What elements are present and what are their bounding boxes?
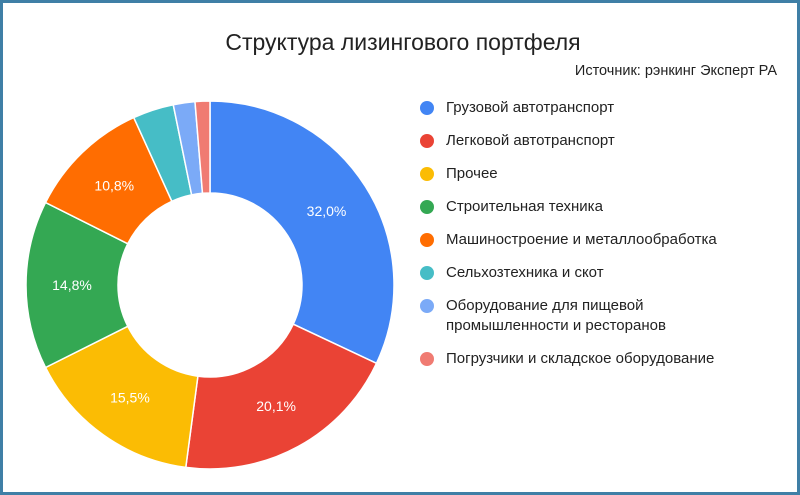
legend-label-7: Погрузчики и складское оборудование (446, 350, 715, 367)
slice-7 (194, 100, 211, 195)
slice-label-4: 10,8% (94, 178, 134, 194)
legend-label-5: Сельхозтехника и скот (446, 264, 604, 281)
legend-item-4: Машиностроение и металлообработка (420, 230, 790, 250)
legend-swatch-5 (420, 266, 434, 280)
legend-swatch-0 (420, 101, 434, 115)
chart-legend: Грузовой автотранспорт Легковой автотранс… (420, 98, 790, 382)
legend-label-3: Строительная техника (446, 198, 603, 215)
legend-item-1: Легковой автотранспорт (420, 131, 790, 151)
slice-0 (209, 100, 395, 365)
legend-item-0: Грузовой автотранспорт (420, 98, 790, 118)
legend-label-6: Оборудование для пищевой промышленности … (446, 297, 666, 334)
legend-swatch-4 (420, 233, 434, 247)
slice-label-1: 20,1% (256, 398, 296, 414)
legend-swatch-1 (420, 134, 434, 148)
legend-label-0: Грузовой автотранспорт (446, 99, 615, 116)
slice-3 (25, 201, 129, 369)
legend-label-1: Легковой автотранспорт (446, 132, 615, 149)
legend-label-2: Прочее (446, 165, 498, 182)
chart-title: Структура лизингового портфеля (225, 29, 581, 55)
legend-item-3: Строительная техника (420, 197, 790, 217)
legend-item-5: Сельхозтехника и скот (420, 263, 790, 283)
legend-item-7: Погрузчики и складское оборудование (420, 349, 790, 369)
slice-label-0: 32,0% (307, 203, 347, 219)
slice-label-2: 15,5% (110, 389, 150, 405)
legend-label-4: Машиностроение и металлообработка (446, 231, 717, 248)
legend-swatch-3 (420, 200, 434, 214)
legend-item-2: Прочее (420, 164, 790, 184)
legend-swatch-2 (420, 167, 434, 181)
slice-1 (184, 323, 378, 470)
legend-swatch-6 (420, 299, 434, 313)
legend-item-6: Оборудование для пищевой промышленности … (420, 296, 790, 336)
slice-label-3: 14,8% (52, 277, 92, 293)
source-note: Источник: рэнкинг Эксперт РА (574, 63, 777, 79)
legend-swatch-7 (420, 352, 434, 366)
